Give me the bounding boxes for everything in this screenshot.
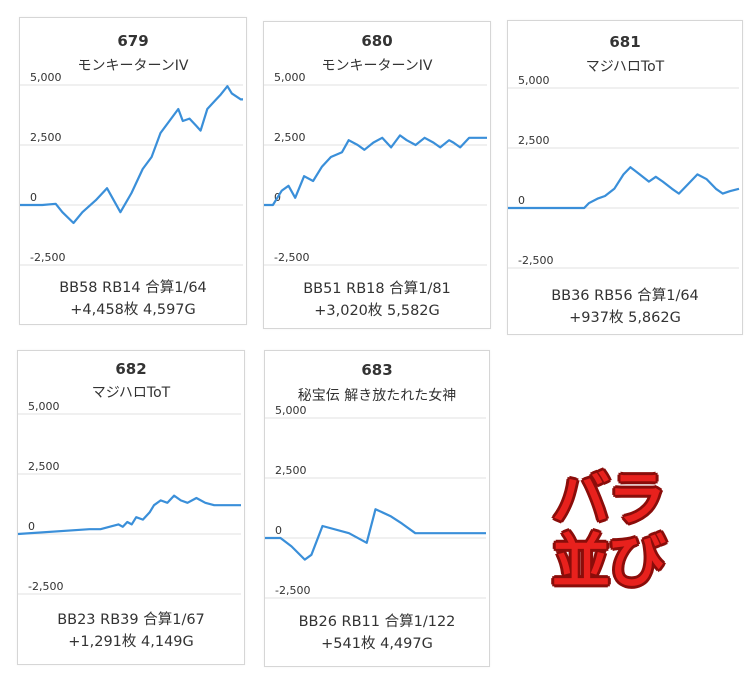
stats-line-1: BB51 RB18 合算1/81 <box>303 281 451 297</box>
y-tick-label: -2,500 <box>28 580 63 593</box>
card-679: 679 モンキーターンIV 5,000 2,500 0 -2,500 BB58 RB1… <box>19 17 247 325</box>
y-tick-label: -2,500 <box>274 251 309 264</box>
machine-number: 682 <box>115 360 147 378</box>
machine-name: 秘宝伝 解き放たれた女神 <box>297 388 457 404</box>
y-tick-label: 0 <box>275 524 282 537</box>
card-681: 681 マジハロToT 5,000 2,500 0 -2,500 BB36 RB56 … <box>507 20 743 335</box>
series-line <box>264 134 487 207</box>
y-tick-label: 0 <box>518 194 525 207</box>
stats-line-2: +937枚 5,862G <box>569 310 681 326</box>
y-tick-label: -2,500 <box>30 251 65 264</box>
stats-line-1: BB58 RB14 合算1/64 <box>59 280 207 296</box>
machine-number: 680 <box>361 32 393 50</box>
chart: 5,000 2,500 0 -2,500 <box>17 400 241 595</box>
machine-number: 679 <box>117 32 149 50</box>
y-tick-label: 2,500 <box>274 131 306 144</box>
y-tick-label: 0 <box>30 191 37 204</box>
y-tick-label: 5,000 <box>275 404 307 417</box>
stats-line-1: BB23 RB39 合算1/67 <box>57 612 205 628</box>
y-tick-label: 5,000 <box>28 400 60 413</box>
stats: BB51 RB18 合算1/81 +3,020枚 5,582G <box>264 278 490 322</box>
stats-line-1: BB26 RB11 合算1/122 <box>298 614 456 630</box>
stats-line-2: +1,291枚 4,149G <box>68 634 194 650</box>
card-682: 682 マジハロToT 5,000 2,500 0 -2,500 BB23 RB39 … <box>17 350 245 665</box>
machine-name: モンキーターンIV <box>321 58 433 74</box>
bara-narabi-stamp: バラ 並び <box>552 468 684 592</box>
card-683: 683 秘宝伝 解き放たれた女神 5,000 2,500 0 -2,500 BB26 … <box>264 350 490 667</box>
machine-name: マジハロToT <box>585 59 665 75</box>
stats-line-2: +541枚 4,497G <box>321 636 433 652</box>
y-tick-label: -2,500 <box>518 254 553 267</box>
chart: 5,000 2,500 0 -2,500 <box>265 404 486 599</box>
y-tick-label: 2,500 <box>28 460 60 473</box>
y-tick-label: 5,000 <box>274 71 306 84</box>
machine-name: マジハロToT <box>91 385 171 401</box>
stats-line-2: +3,020枚 5,582G <box>314 303 440 319</box>
card-680: 680 モンキーターンIV 5,000 2,500 0 -2,500 BB51 RB1… <box>263 21 491 329</box>
y-tick-label: 2,500 <box>275 464 307 477</box>
y-tick-label: 5,000 <box>518 74 550 87</box>
machine-name: モンキーターンIV <box>77 58 189 74</box>
stats: BB36 RB56 合算1/64 +937枚 5,862G <box>508 285 742 329</box>
y-tick-label: 2,500 <box>30 131 62 144</box>
y-tick-label: 0 <box>28 520 35 533</box>
y-tick-label: -2,500 <box>275 584 310 597</box>
chart: 5,000 2,500 0 -2,500 <box>20 71 243 266</box>
stamp-line-2: 並び <box>552 527 666 595</box>
stats: BB26 RB11 合算1/122 +541枚 4,497G <box>265 611 489 655</box>
y-tick-label: 5,000 <box>30 71 62 84</box>
stats-line-1: BB36 RB56 合算1/64 <box>551 288 699 304</box>
series-line <box>20 85 243 225</box>
stats: BB58 RB14 合算1/64 +4,458枚 4,597G <box>20 277 246 321</box>
stats: BB23 RB39 合算1/67 +1,291枚 4,149G <box>18 609 244 653</box>
series-line <box>17 494 241 536</box>
machine-number: 681 <box>609 33 641 51</box>
chart: 5,000 2,500 0 -2,500 <box>508 74 740 269</box>
stamp-line-1: バラ <box>552 465 666 533</box>
series-line <box>508 166 740 210</box>
stats-line-2: +4,458枚 4,597G <box>70 302 196 318</box>
machine-number: 683 <box>361 361 393 379</box>
series-line <box>265 508 486 561</box>
y-tick-label: 2,500 <box>518 134 550 147</box>
